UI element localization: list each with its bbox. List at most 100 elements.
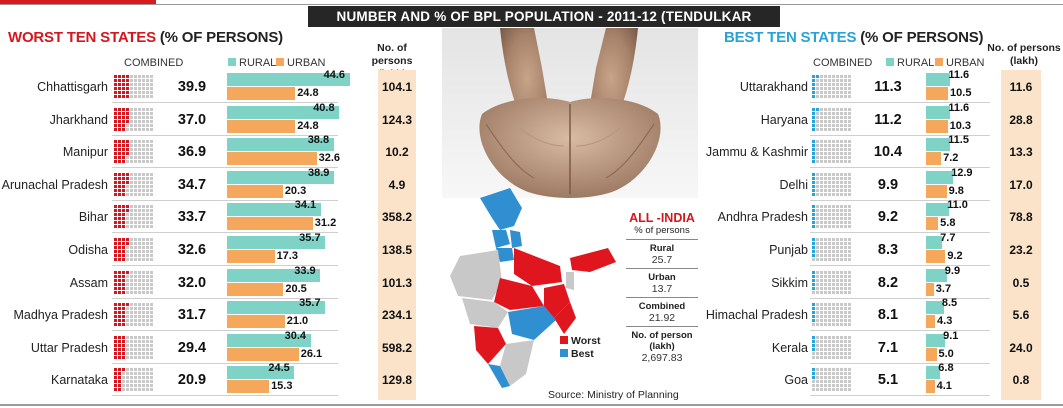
combined-dot <box>832 79 835 82</box>
combined-dot <box>134 384 137 388</box>
combined-dot <box>118 290 121 294</box>
combined-dot <box>824 221 827 225</box>
combined-dot <box>832 335 835 339</box>
combined-dot <box>812 290 815 294</box>
combined-dot <box>122 205 125 209</box>
combined-dot <box>840 270 843 274</box>
combined-dot <box>828 323 831 327</box>
all-india-rural: Rural 25.7 <box>626 240 698 269</box>
combined-dot <box>146 95 149 98</box>
combined-dot <box>126 111 129 115</box>
combined-dot <box>816 75 819 78</box>
combined-dot <box>812 156 815 160</box>
combined-dot <box>840 107 843 111</box>
combined-dot <box>836 75 839 78</box>
worst-rural-header-text: RURAL <box>239 57 277 69</box>
combined-dot <box>816 351 819 355</box>
combined-dot <box>150 315 153 319</box>
combined-dot <box>848 254 851 257</box>
combined-dot <box>836 380 839 384</box>
combined-dot <box>134 152 137 156</box>
combined-dot <box>146 107 149 111</box>
urban-bar <box>227 119 296 133</box>
combined-dot <box>836 119 839 123</box>
combined-dot <box>816 87 819 90</box>
combined-dot <box>122 238 125 241</box>
combined-dot <box>142 140 145 144</box>
row-divider <box>112 330 338 332</box>
combined-dot <box>832 160 835 164</box>
combined-dot <box>150 180 153 184</box>
combined-dot <box>118 282 121 286</box>
combined-dot <box>146 368 149 372</box>
combined-dot <box>118 221 121 225</box>
combined-dot <box>840 140 843 144</box>
combined-value: 32.6 <box>177 242 207 258</box>
combined-dot <box>134 319 137 323</box>
combined-dot <box>840 282 843 286</box>
combined-dot <box>836 160 839 164</box>
combined-dot <box>840 152 843 156</box>
combined-dot <box>114 258 117 261</box>
combined-dot <box>126 286 129 290</box>
urban-bar <box>227 380 270 394</box>
combined-dot <box>820 140 823 144</box>
combined-dot <box>812 380 815 384</box>
combined-dot <box>816 83 819 86</box>
combined-dot <box>118 83 121 86</box>
combined-dot <box>126 282 129 286</box>
combined-dot <box>820 123 823 127</box>
combined-dot <box>150 107 153 111</box>
combined-dot <box>824 209 827 213</box>
combined-dot <box>122 172 125 176</box>
combined-dot <box>146 384 149 388</box>
combined-dot <box>122 254 125 257</box>
rural-value-label: 38.8 <box>307 134 330 147</box>
combined-dot <box>848 225 851 229</box>
combined-dot <box>812 75 815 78</box>
combined-dot <box>130 274 133 278</box>
combined-dot <box>832 347 835 351</box>
combined-dot <box>820 343 823 347</box>
combined-dot <box>118 307 121 311</box>
combined-dot <box>840 384 843 388</box>
combined-dot <box>828 176 831 180</box>
combined-dot <box>816 343 819 347</box>
combined-dot <box>122 351 125 355</box>
combined-dot <box>836 79 839 82</box>
combined-dot <box>126 172 129 176</box>
rural-value-label: 6.8 <box>938 362 954 375</box>
map-region-punjab-himachal <box>492 230 510 248</box>
combined-dot <box>150 278 153 282</box>
urban-bar <box>227 347 299 361</box>
combined-dot <box>150 156 153 160</box>
urban-bar <box>926 119 948 133</box>
combined-dot <box>836 282 839 286</box>
combined-dot <box>840 372 843 376</box>
combined-dot <box>142 119 145 123</box>
combined-dot <box>840 87 843 90</box>
combined-dot <box>122 188 125 192</box>
combined-dot <box>816 225 819 229</box>
combined-dot <box>130 144 133 148</box>
combined-dot <box>816 250 819 253</box>
combined-dot <box>114 172 117 176</box>
combined-dot <box>130 286 133 290</box>
combined-dot <box>118 335 121 339</box>
combined-dot <box>816 319 819 323</box>
combined-dot <box>122 343 125 347</box>
combined-dot <box>114 303 117 307</box>
combined-dot <box>130 119 133 123</box>
combined-dot <box>114 140 117 144</box>
combined-dot <box>138 254 141 257</box>
combined-dot <box>150 254 153 257</box>
combined-dot <box>812 335 815 339</box>
combined-dot <box>118 355 121 359</box>
combined-dot <box>126 343 129 347</box>
combined-dot <box>824 144 827 148</box>
urban-bar <box>227 152 317 166</box>
combined-dot <box>142 290 145 294</box>
map-region-maharashtra <box>462 298 508 328</box>
right-palm-crease <box>575 127 621 147</box>
combined-dot <box>836 184 839 188</box>
